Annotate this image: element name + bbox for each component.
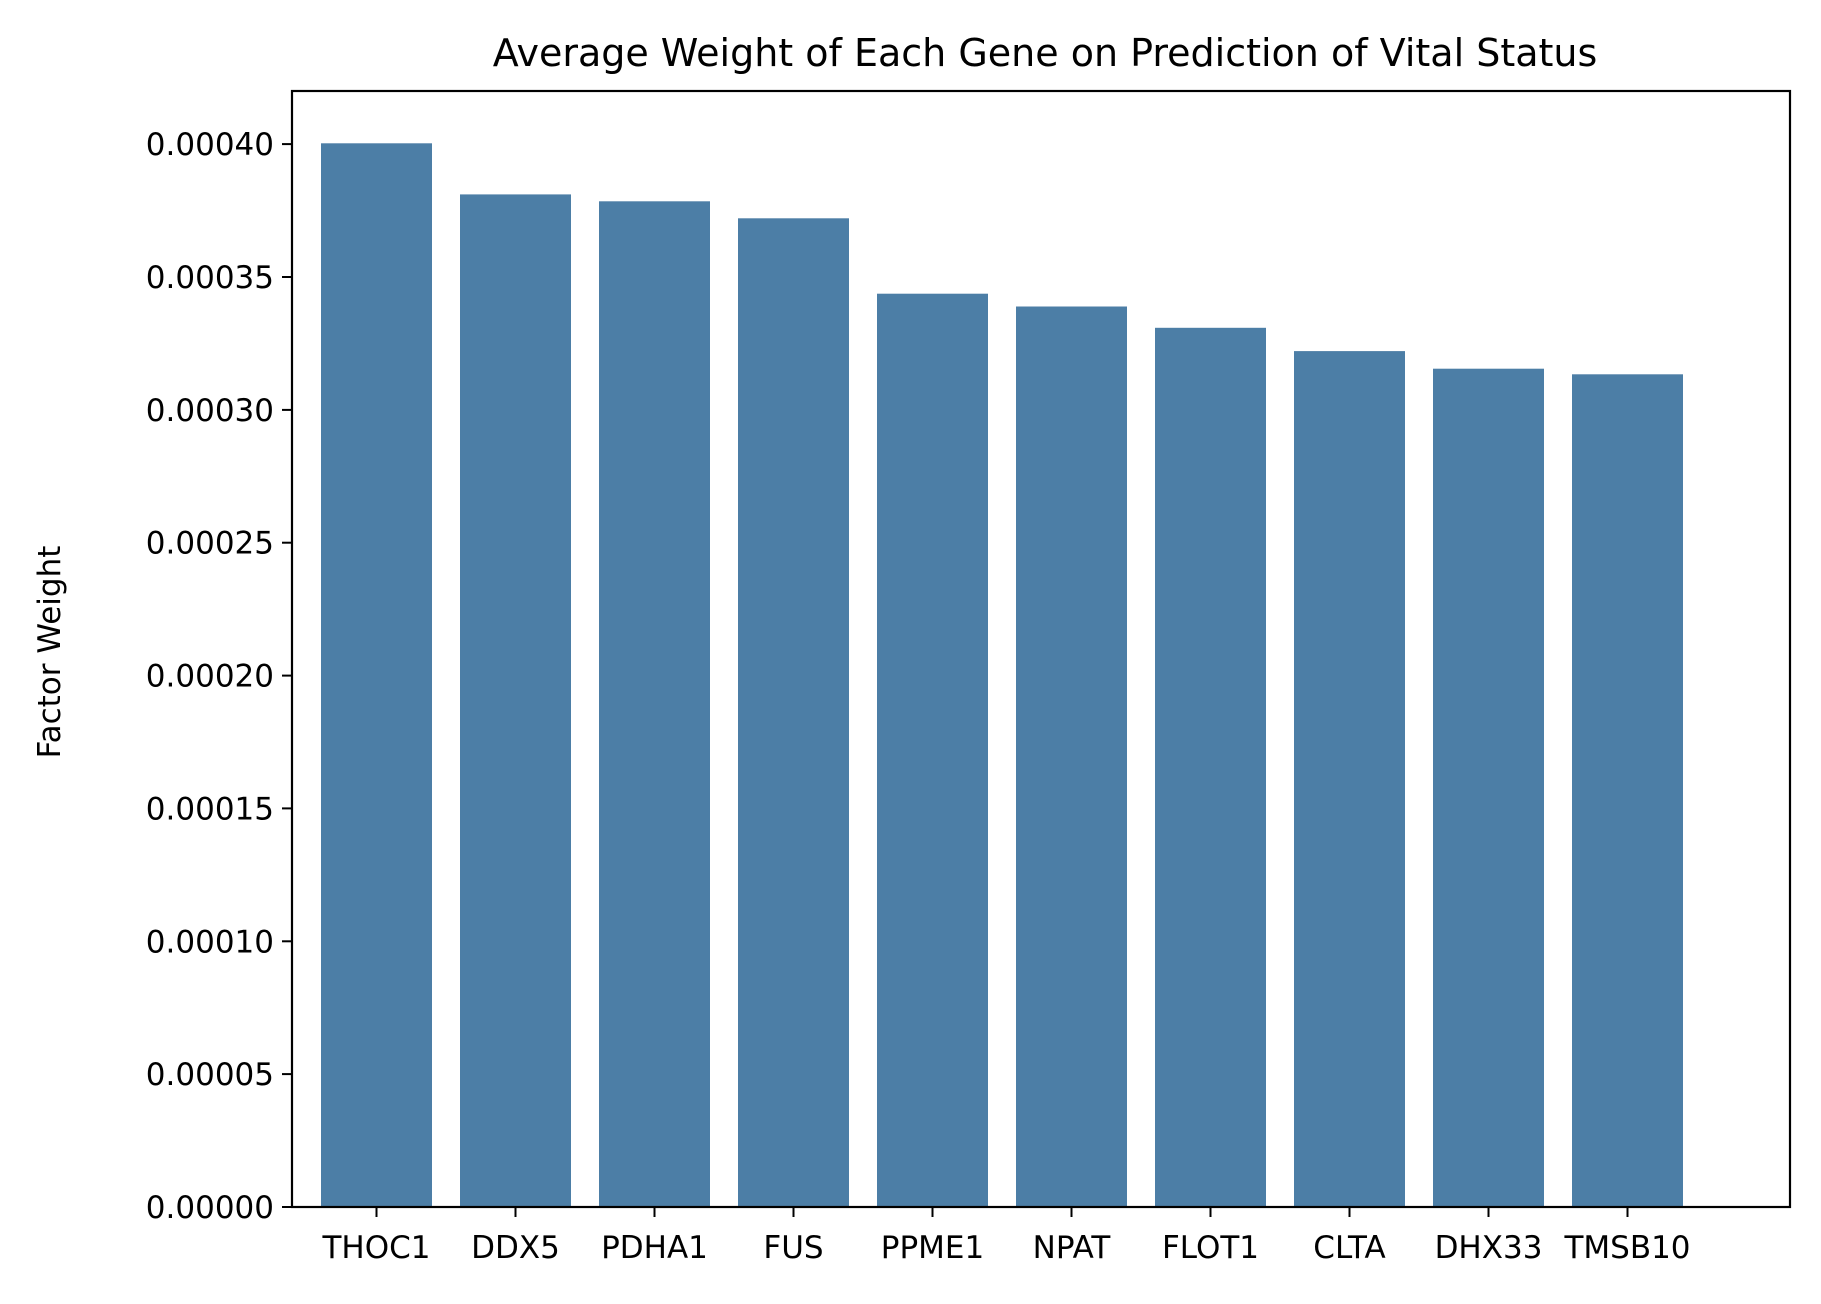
bar-flot1 — [1155, 327, 1266, 1207]
y-tick-label: 0.00035 — [146, 260, 274, 296]
y-tick-label: 0.00010 — [146, 924, 274, 960]
y-tick-label: 0.00040 — [146, 127, 274, 163]
x-tick-label: FLOT1 — [1162, 1230, 1259, 1266]
x-tick-label: CLTA — [1313, 1230, 1385, 1266]
y-tick-label: 0.00025 — [146, 526, 274, 562]
y-tick-label: 0.00015 — [146, 791, 274, 827]
y-tick-label: 0.00005 — [146, 1057, 274, 1093]
bar-npat — [1016, 306, 1127, 1207]
y-tick-label: 0.00020 — [146, 659, 274, 695]
bar-clta — [1294, 351, 1405, 1208]
y-tick-label: 0.00030 — [146, 393, 274, 429]
bars-layer — [321, 143, 1683, 1208]
bar-pdha1 — [599, 201, 710, 1208]
x-tick-label: PDHA1 — [601, 1230, 708, 1266]
x-tick-label: DHX33 — [1435, 1230, 1543, 1266]
x-axis-ticks: THOC1 DDX5 PDHA1 FUS PPME1 NPAT FLOT1 CLTA DHX33… — [321, 1207, 1691, 1266]
bar-fus — [738, 218, 849, 1208]
x-tick-label: NPAT — [1033, 1230, 1112, 1266]
x-tick-label: THOC1 — [321, 1230, 430, 1266]
bar-dhx33 — [1433, 368, 1544, 1207]
bar-ppme1 — [877, 293, 988, 1207]
x-tick-label: PPME1 — [881, 1230, 984, 1266]
chart-title: Average Weight of Each Gene on Predictio… — [493, 31, 1598, 75]
bar-thoc1 — [321, 143, 432, 1207]
y-axis-label: Factor Weight — [32, 546, 68, 759]
y-axis-ticks: 0.00000 0.00005 0.00010 0.00015 0.00020 0.000… — [146, 127, 292, 1226]
y-tick-label: 0.00000 — [146, 1190, 274, 1226]
x-tick-label: FUS — [763, 1230, 823, 1266]
x-tick-label: TMSB10 — [1563, 1230, 1690, 1266]
bar-ddx5 — [460, 194, 571, 1207]
x-tick-label: DDX5 — [471, 1230, 560, 1266]
plot-frame — [290, 89, 1792, 1209]
bar-tmsb10 — [1572, 374, 1683, 1207]
